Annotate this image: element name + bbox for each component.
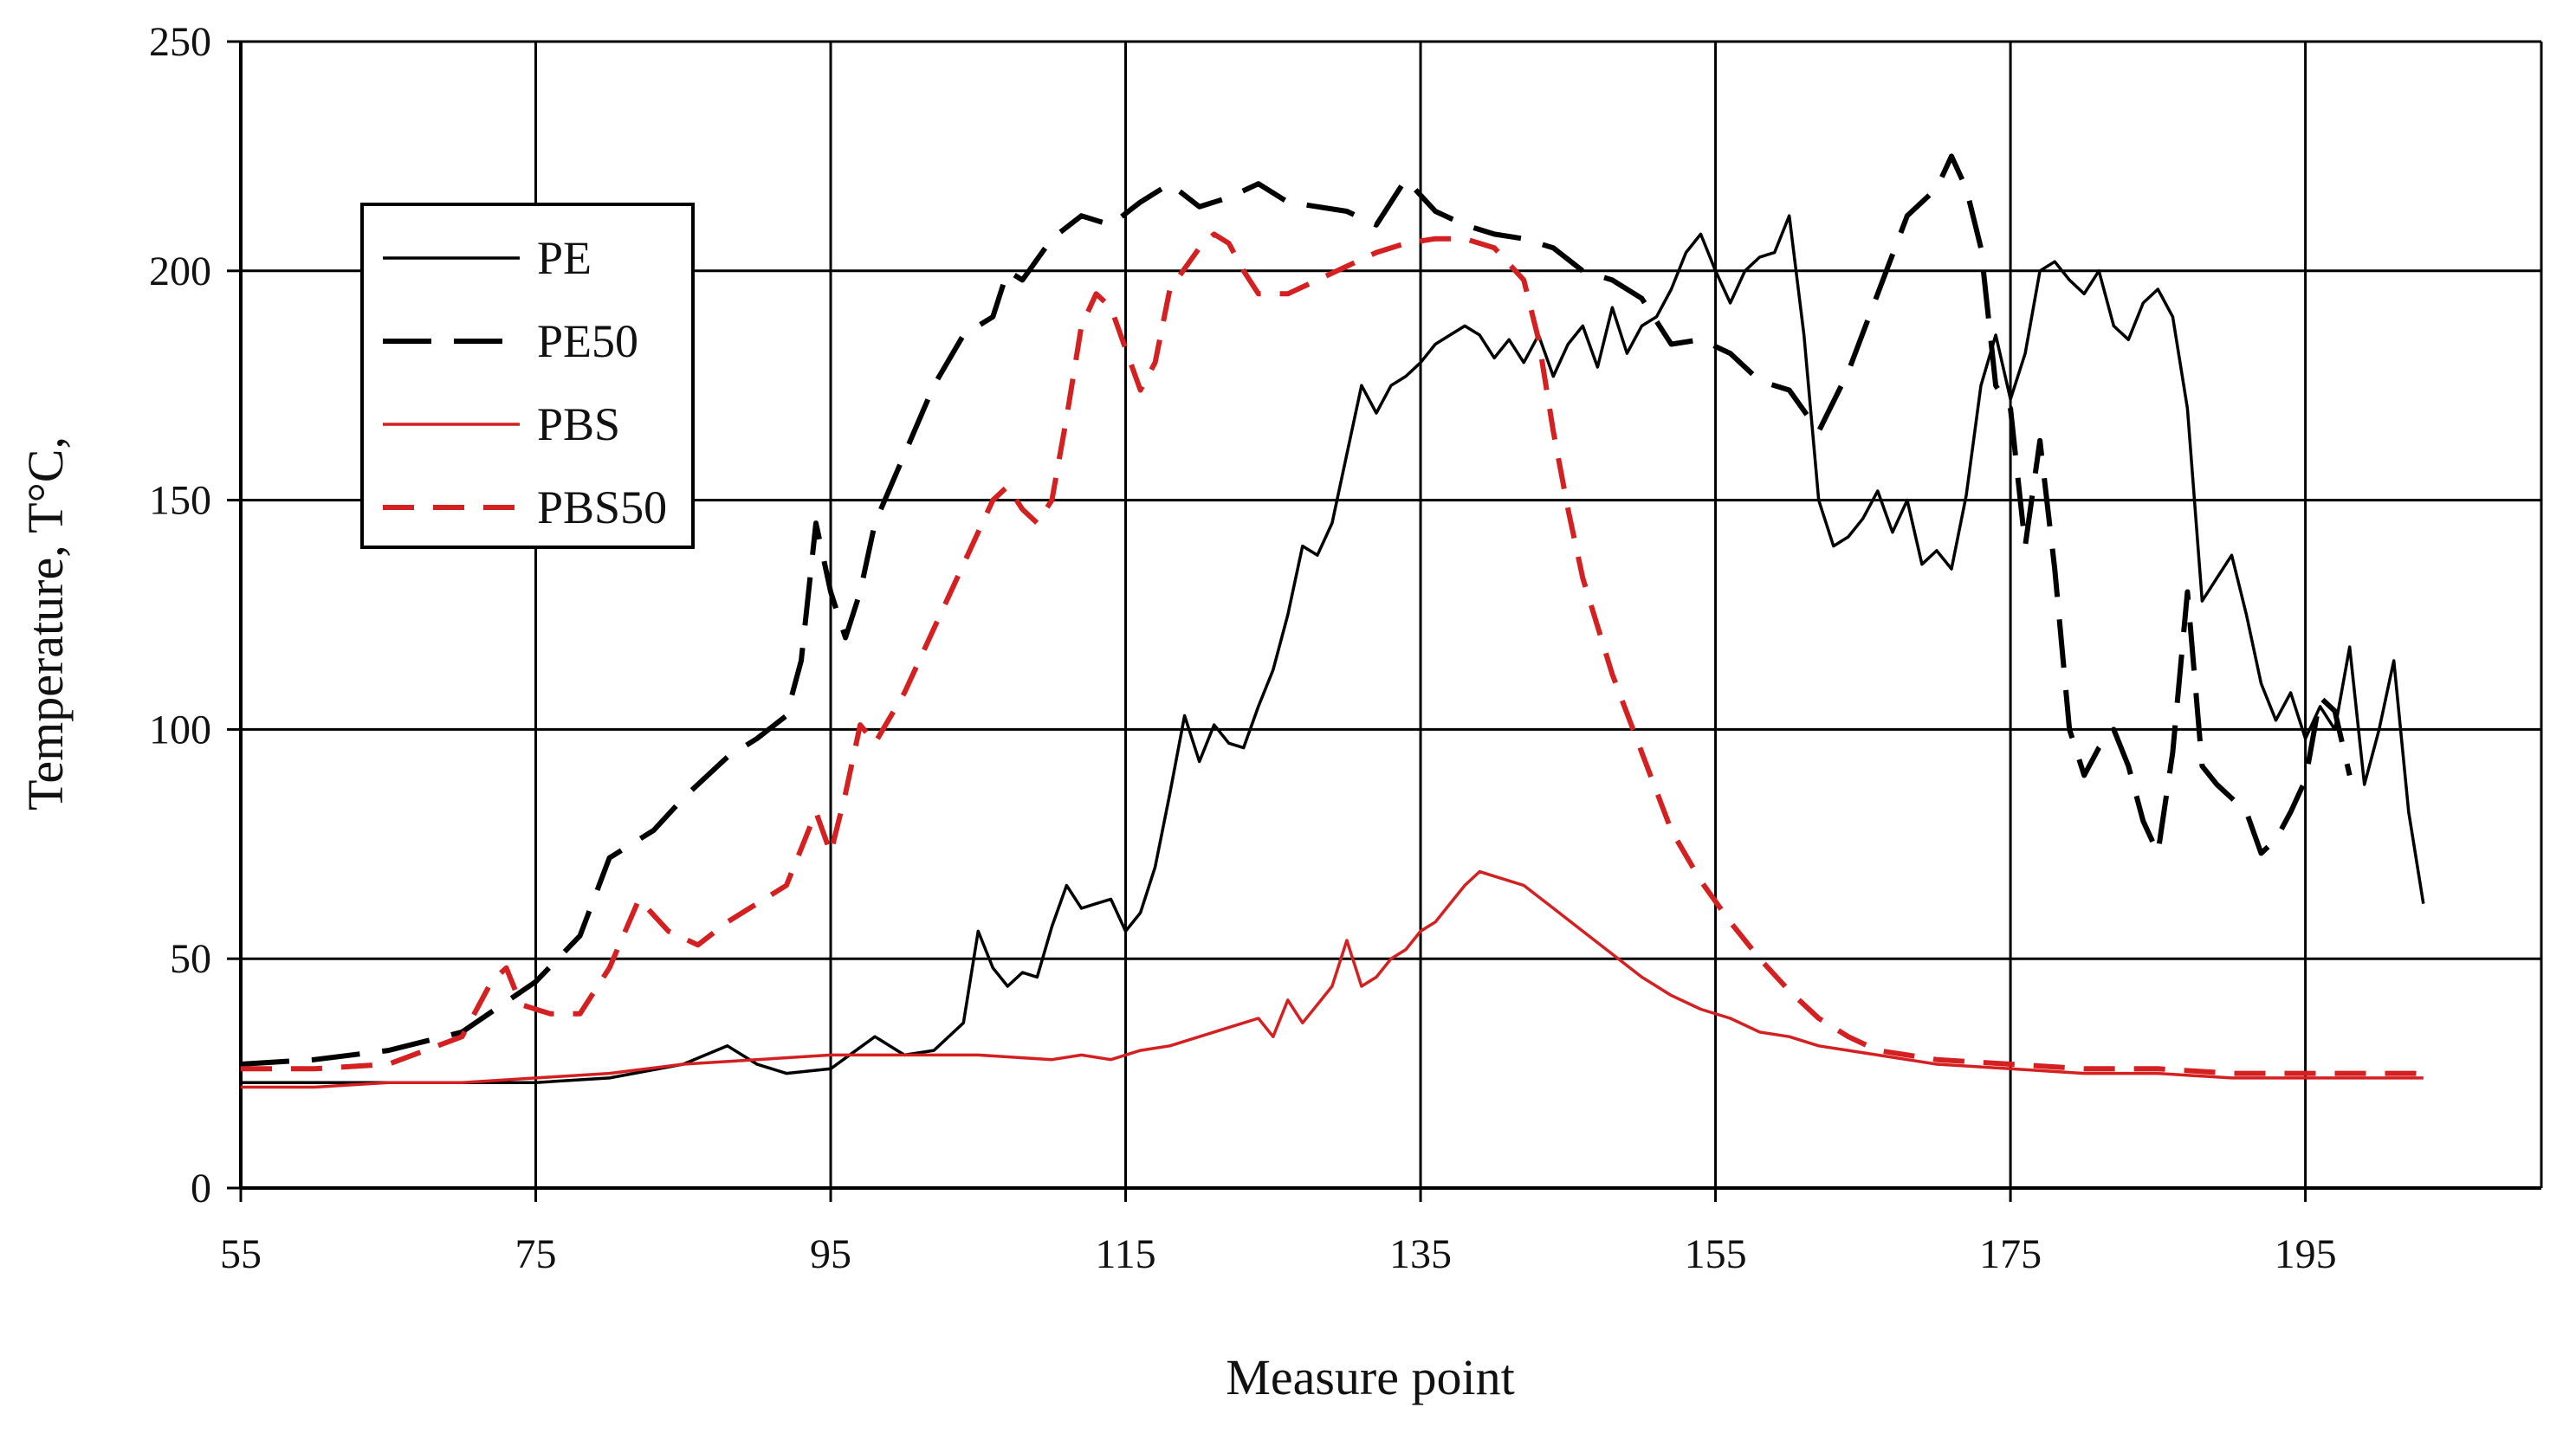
x-axis-title: Measure point (1226, 1349, 1514, 1405)
legend-box (360, 203, 695, 549)
x-tick-labels: 55 75 95 115 135 155 175 195 (220, 1231, 2337, 1277)
x-tick-label: 115 (1095, 1231, 1155, 1277)
y-tick-label: 200 (149, 249, 211, 294)
legend: PE PE50 PBS PBS50 (360, 203, 695, 549)
x-tick-label: 175 (1979, 1231, 2042, 1277)
y-tick-label: 0 (191, 1166, 211, 1211)
x-tick-label: 55 (220, 1231, 262, 1277)
legend-label-pbs50: PBS50 (537, 481, 667, 533)
x-tick-label: 75 (515, 1231, 557, 1277)
x-tick-label: 195 (2275, 1231, 2337, 1277)
y-tick-label: 50 (170, 936, 211, 982)
series-line-pe50 (240, 153, 2353, 1067)
y-axis-title: Temperature, T°C, (17, 436, 74, 810)
series-line-pbs50 (241, 231, 2424, 1076)
y-tick-label: 100 (149, 707, 211, 752)
x-tick-label: 155 (1685, 1231, 1747, 1277)
y-tick-label: 250 (149, 19, 211, 65)
legend-label-pe: PE (537, 232, 592, 284)
x-tick-label: 95 (810, 1231, 851, 1277)
legend-label-pbs: PBS (537, 398, 620, 450)
series-line-pbs (241, 869, 2424, 1089)
series-line-pe (241, 214, 2425, 1084)
legend-label-pe50: PE50 (537, 315, 638, 367)
series-lines (240, 153, 2425, 1089)
y-tick-label: 150 (149, 478, 211, 524)
x-tick-label: 135 (1389, 1231, 1452, 1277)
y-tick-labels: 0 50 100 150 200 250 (149, 19, 211, 1211)
